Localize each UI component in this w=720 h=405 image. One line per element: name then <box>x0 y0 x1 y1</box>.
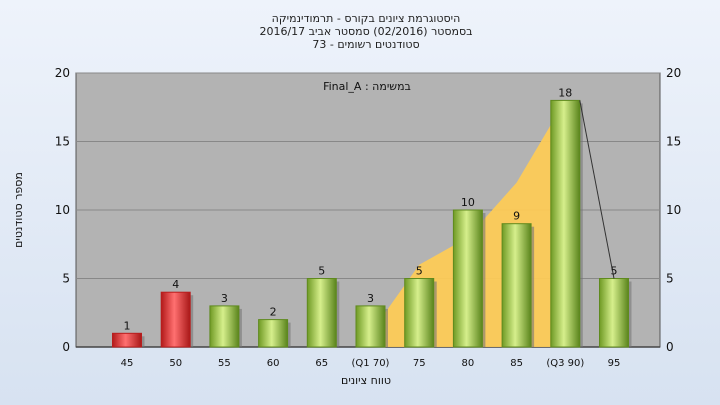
bar <box>160 291 191 348</box>
y-tick-right: 5 <box>666 272 674 286</box>
x-tick-label: 60 <box>267 358 280 369</box>
x-tick-label: 45 <box>121 358 134 369</box>
data-label: 5 <box>318 265 325 278</box>
y-tick-left: 20 <box>55 66 70 80</box>
y-tick-left: 0 <box>62 340 70 354</box>
bar <box>599 278 629 348</box>
y-axis-label: מספר סטודנטים <box>12 172 25 248</box>
bar <box>112 332 142 348</box>
y-tick-right: 0 <box>666 340 674 354</box>
x-tick-label: 65 <box>315 358 328 369</box>
bar <box>258 319 289 348</box>
x-tick-label: 95 <box>608 358 621 369</box>
bar <box>209 305 240 348</box>
y-tick-right: 20 <box>666 66 681 80</box>
data-label: 5 <box>416 265 423 278</box>
x-tick-label: (Q1 70) <box>352 358 390 369</box>
data-label: 3 <box>221 292 228 305</box>
y-tick-right: 15 <box>666 135 681 149</box>
x-tick-label: 55 <box>218 358 231 369</box>
data-label: 10 <box>461 196 475 209</box>
data-label: 2 <box>270 306 277 319</box>
bar <box>306 278 337 348</box>
x-tick-label: 85 <box>510 358 523 369</box>
legend-label: Final_A : במשימה <box>323 80 411 93</box>
y-tick-left: 10 <box>55 203 70 217</box>
data-label: 1 <box>124 319 131 332</box>
y-tick-left: 15 <box>55 135 70 149</box>
data-label: 5 <box>611 265 618 278</box>
data-label: 4 <box>172 278 179 291</box>
chart-title-line-2: בסמסטר (02/2016) סמסטר אביב 2016/17 <box>259 25 472 38</box>
data-label: 9 <box>513 210 520 223</box>
x-tick-label: (Q3 90) <box>546 358 584 369</box>
data-label: 18 <box>558 86 572 99</box>
x-axis-label: טווח ציונים <box>341 374 391 387</box>
bar <box>550 99 581 348</box>
y-tick-right: 10 <box>666 203 681 217</box>
x-tick-label: 80 <box>462 358 475 369</box>
bar <box>355 305 386 348</box>
x-tick-label: 50 <box>169 358 182 369</box>
data-label: 3 <box>367 292 374 305</box>
bar <box>452 209 483 348</box>
bar <box>404 278 435 348</box>
y-tick-left: 5 <box>62 272 70 286</box>
x-tick-label: 75 <box>413 358 426 369</box>
chart-title-line-1: היסטוגרמת ציונים בקורס - תרמודינמיקה <box>272 12 461 25</box>
connector-line <box>579 100 615 279</box>
bar <box>501 223 532 348</box>
chart-title-line-3: סטודנטים רשומים - 73 <box>312 38 419 51</box>
